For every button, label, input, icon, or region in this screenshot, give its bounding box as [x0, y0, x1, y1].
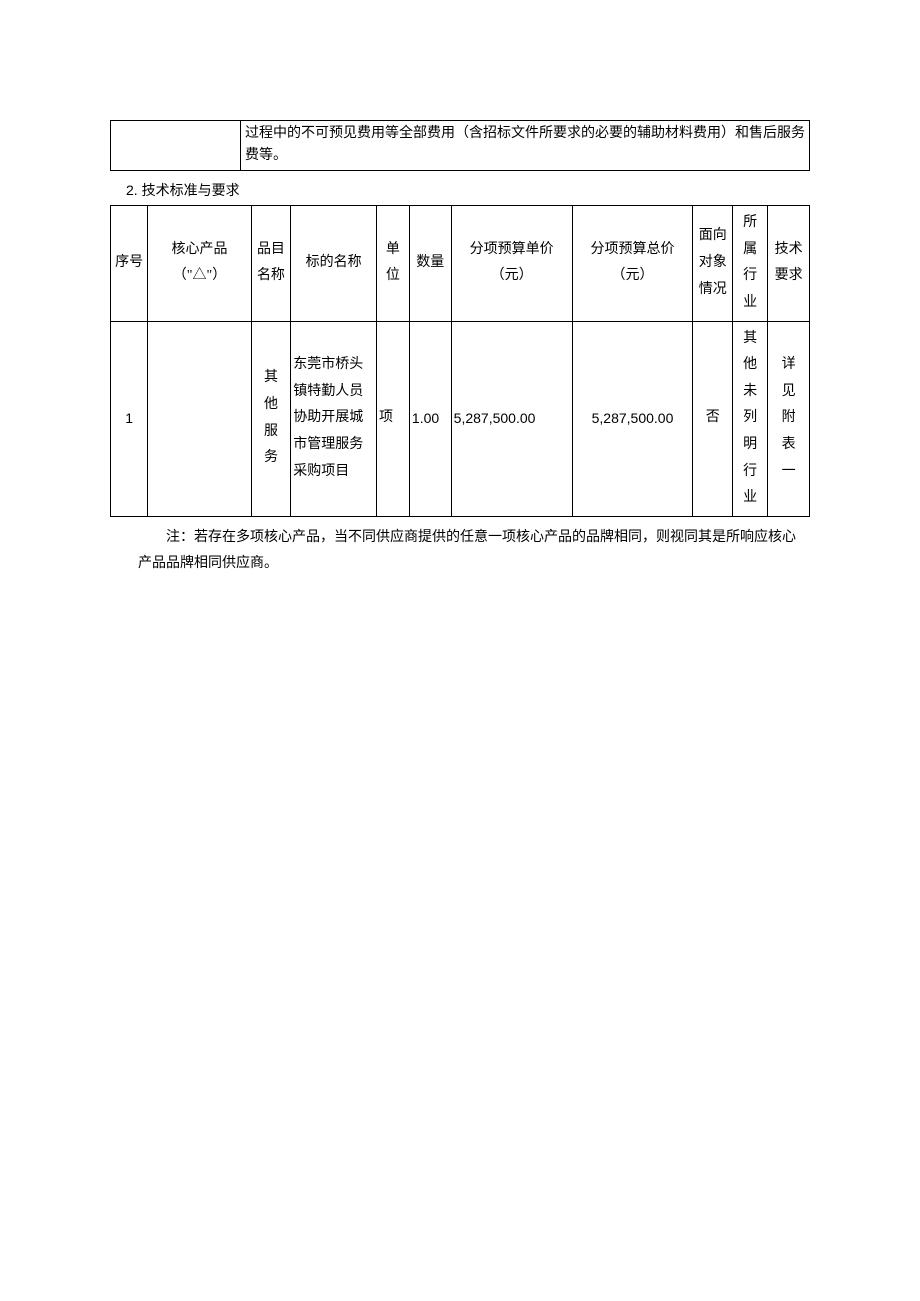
td-tech: 详见附表一	[768, 321, 810, 516]
heading-text: 技术标准与要求	[142, 182, 240, 198]
th-target: 面向对象情况	[693, 206, 733, 321]
th-unit: 单位	[376, 206, 409, 321]
td-name: 东莞市桥头镇特勤人员协助开展城市管理服务采购项目	[291, 321, 377, 516]
table-row: 1 其他服务 东莞市桥头镇特勤人员协助开展城市管理服务采购项目 项 1.00 5…	[111, 321, 810, 516]
th-qty: 数量	[409, 206, 451, 321]
td-industry: 其他未列明行业	[733, 321, 768, 516]
section-heading: 2. 技术标准与要求	[110, 179, 810, 201]
heading-number: 2.	[126, 182, 138, 198]
th-seq: 序号	[111, 206, 148, 321]
td-industry-text: 其他未列明行业	[735, 326, 765, 512]
th-name: 标的名称	[291, 206, 377, 321]
th-industry-text: 所属行业	[735, 210, 765, 316]
fee-left-cell	[111, 121, 241, 171]
th-tech: 技术要求	[768, 206, 810, 321]
th-cat: 品目名称	[251, 206, 291, 321]
fee-description-table: 过程中的不可预见费用等全部费用（含招标文件所要求的必要的辅助材料费用）和售后服务…	[110, 120, 810, 171]
th-target-text: 面向对象情况	[695, 223, 730, 303]
td-unit: 项	[376, 321, 409, 516]
th-cat-text: 品目名称	[254, 237, 289, 290]
th-totalprice: 分项预算总价（元）	[572, 206, 693, 321]
technical-standards-table: 序号 核心产品（"△"） 品目名称 标的名称 单位 数量 分项预算单价（元） 分…	[110, 205, 810, 517]
th-industry: 所属行业	[733, 206, 768, 321]
table-header-row: 序号 核心产品（"△"） 品目名称 标的名称 单位 数量 分项预算单价（元） 分…	[111, 206, 810, 321]
footnote: 注：若存在多项核心产品，当不同供应商提供的任意一项核心产品的品牌相同，则视同其是…	[138, 525, 806, 578]
td-target: 否	[693, 321, 733, 516]
td-core	[148, 321, 251, 516]
th-core: 核心产品（"△"）	[148, 206, 251, 321]
td-cat-text: 其他服务	[254, 365, 289, 471]
td-cat: 其他服务	[251, 321, 291, 516]
td-totalprice: 5,287,500.00	[572, 321, 693, 516]
td-unitprice: 5,287,500.00	[451, 321, 572, 516]
td-tech-text: 详见附表一	[770, 352, 807, 485]
fee-description-cell: 过程中的不可预见费用等全部费用（含招标文件所要求的必要的辅助材料费用）和售后服务…	[241, 121, 810, 171]
td-seq: 1	[111, 321, 148, 516]
td-qty: 1.00	[409, 321, 451, 516]
th-unitprice: 分项预算单价（元）	[451, 206, 572, 321]
